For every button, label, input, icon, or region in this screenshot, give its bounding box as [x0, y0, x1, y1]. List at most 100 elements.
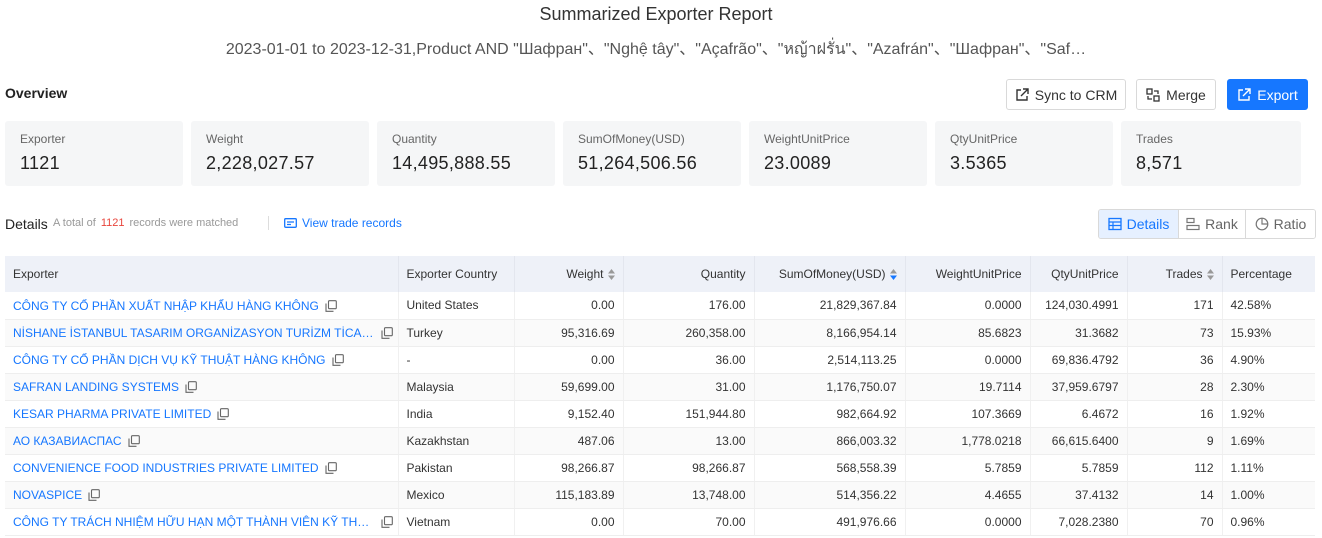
stat-label: SumOfMoney(USD) — [578, 132, 685, 146]
table-row: SAFRAN LANDING SYSTEMS Malaysia 59,699.00 3… — [5, 373, 1315, 401]
quantity-cell: 13,748.00 — [623, 481, 755, 509]
weight-cell: 115,183.89 — [514, 481, 624, 509]
records-icon — [284, 218, 297, 228]
exporter-name-link[interactable]: CÔNG TY CỔ PHẦN XUẤT NHẬP KHẨU HÀNG KHÔN… — [13, 298, 319, 313]
copy-icon[interactable] — [185, 381, 197, 393]
sync-to-crm-button[interactable]: Sync to CRM — [1006, 79, 1126, 110]
pie-chart-icon — [1255, 217, 1269, 231]
sort-icon[interactable] — [607, 269, 615, 281]
weight-unit-price-cell: 4.4655 — [905, 481, 1031, 509]
percentage-cell: 0.96% — [1222, 508, 1315, 536]
sum-of-money-cell: 8,166,954.14 — [754, 319, 906, 347]
exporter-cell: CONVENIENCE FOOD INDUSTRIES PRIVATE LIMI… — [5, 454, 399, 482]
column-header-qty-unit-price: QtyUnitPrice — [1030, 256, 1128, 292]
country-cell: Vietnam — [398, 508, 515, 536]
table-row: CÔNG TY CỔ PHẦN XUẤT NHẬP KHẨU HÀNG KHÔN… — [5, 292, 1315, 320]
view-trade-records-label: View trade records — [302, 216, 402, 230]
details-view-button[interactable]: Details — [1099, 210, 1179, 238]
exporter-name-link[interactable]: CÔNG TY CỔ PHẦN DỊCH VỤ KỸ THUẬT HÀNG KH… — [13, 352, 326, 367]
table-row: CONVENIENCE FOOD INDUSTRIES PRIVATE LIMI… — [5, 454, 1315, 482]
column-header-weight[interactable]: Weight — [514, 256, 624, 292]
copy-icon[interactable] — [128, 435, 140, 447]
exporter-name-link[interactable]: АО КАЗАВИАСПАС — [13, 433, 122, 448]
country-cell: Turkey — [398, 319, 515, 347]
qty-unit-price-cell: 6.4672 — [1030, 400, 1128, 428]
stat-label: WeightUnitPrice — [764, 132, 850, 146]
merge-button[interactable]: Merge — [1136, 79, 1216, 110]
stat-card-weight-unit-price: WeightUnitPrice 23.0089 — [749, 121, 927, 186]
copy-icon[interactable] — [381, 327, 393, 339]
exporter-name-link[interactable]: CÔNG TY TRÁCH NHIỆM HỮU HẠN MỘT THÀNH VI… — [13, 514, 375, 529]
qty-unit-price-cell: 69,836.4792 — [1030, 346, 1128, 374]
copy-icon[interactable] — [331, 354, 344, 366]
stat-card-sum-of-money: SumOfMoney(USD) 51,264,506.56 — [563, 121, 741, 186]
column-header-trades[interactable]: Trades — [1127, 256, 1223, 292]
exporter-cell: NİSHANE İSTANBUL TASARIM ORGANİZASYON TU… — [5, 319, 399, 347]
exporter-name-link[interactable]: KESAR PHARMA PRIVATE LIMITED — [13, 406, 212, 421]
ratio-view-button[interactable]: Ratio — [1246, 210, 1315, 238]
country-cell: - — [398, 346, 515, 374]
quantity-cell: 176.00 — [623, 292, 755, 320]
stat-value: 14,495,888.55 — [392, 153, 512, 173]
percentage-cell: 42.58% — [1222, 292, 1315, 320]
copy-icon[interactable] — [88, 489, 100, 501]
rank-view-button[interactable]: Rank — [1179, 210, 1246, 238]
sum-of-money-cell: 568,558.39 — [754, 454, 906, 482]
quantity-cell: 31.00 — [623, 373, 755, 401]
copy-icon[interactable] — [325, 299, 337, 312]
column-header-quantity: Quantity — [623, 256, 755, 292]
stat-value: 1121 — [20, 153, 60, 173]
page-title: Summarized Exporter Report — [539, 4, 773, 24]
exporter-cell: CÔNG TY CỔ PHẦN XUẤT NHẬP KHẨU HÀNG KHÔN… — [5, 292, 399, 320]
merge-icon — [1146, 87, 1160, 102]
column-header-country: Exporter Country — [398, 256, 515, 292]
weight-cell: 0.00 — [514, 292, 624, 320]
exporter-table: Exporter Exporter Country Weight Quantit… — [5, 256, 1315, 536]
sum-of-money-cell: 2,514,113.25 — [754, 346, 906, 374]
sum-of-money-cell: 21,829,367.84 — [754, 292, 906, 320]
stat-value: 2,228,027.57 — [206, 153, 315, 173]
table-row: KESAR PHARMA PRIVATE LIMITED India 9,152.4… — [5, 400, 1315, 428]
sort-icon[interactable] — [1206, 269, 1214, 281]
weight-cell: 0.00 — [514, 346, 624, 374]
exporter-cell: CÔNG TY TRÁCH NHIỆM HỮU HẠN MỘT THÀNH VI… — [5, 508, 399, 536]
stat-card-qty-unit-price: QtyUnitPrice 3.5365 — [935, 121, 1113, 186]
copy-icon[interactable] — [325, 462, 337, 474]
weight-unit-price-cell: 19.7114 — [905, 373, 1031, 401]
merge-label: Merge — [1166, 86, 1206, 103]
qty-unit-price-cell: 5.7859 — [1030, 454, 1128, 482]
records-prefix: A total of — [53, 217, 96, 229]
exporter-name-link[interactable]: NİSHANE İSTANBUL TASARIM ORGANİZASYON TU… — [13, 325, 375, 340]
export-button[interactable]: Export — [1227, 79, 1308, 110]
view-trade-records-link[interactable]: View trade records — [284, 216, 402, 230]
records-matched-summary: A total of 1121 records were matched — [53, 217, 238, 229]
percentage-cell: 2.30% — [1222, 373, 1315, 401]
trades-cell: 36 — [1127, 346, 1223, 374]
rank-view-label: Rank — [1205, 216, 1238, 232]
exporter-name-link[interactable]: CONVENIENCE FOOD INDUSTRIES PRIVATE LIMI… — [13, 460, 319, 475]
sum-of-money-cell: 1,176,750.07 — [754, 373, 906, 401]
table-row: АО КАЗАВИАСПАС Kazakhstan 487.06 13.00 866,0… — [5, 427, 1315, 455]
sort-icon[interactable] — [889, 269, 897, 281]
copy-icon[interactable] — [217, 408, 230, 420]
records-count: 1121 — [100, 217, 125, 229]
column-header-weight-unit-price: WeightUnitPrice — [905, 256, 1031, 292]
stat-card-exporter: Exporter 1121 — [5, 121, 183, 186]
table-header-row: Exporter Exporter Country Weight Quantit… — [5, 256, 1315, 292]
exporter-cell: АО КАЗАВИАСПАС — [5, 427, 399, 455]
weight-unit-price-cell: 1,778.0218 — [905, 427, 1031, 455]
view-mode-toggle: Details Rank Ratio — [1098, 209, 1316, 239]
table-row: NİSHANE İSTANBUL TASARIM ORGANİZASYON TU… — [5, 319, 1315, 347]
copy-icon[interactable] — [381, 516, 393, 528]
percentage-cell: 1.00% — [1222, 481, 1315, 509]
trades-cell: 73 — [1127, 319, 1223, 347]
quantity-cell: 36.00 — [623, 346, 755, 374]
exporter-name-link[interactable]: NOVASPICE — [13, 487, 83, 502]
stat-value: 51,264,506.56 — [578, 153, 698, 173]
column-header-sum-of-money[interactable]: SumOfMoney(USD) — [754, 256, 906, 292]
exporter-name-link[interactable]: SAFRAN LANDING SYSTEMS — [13, 379, 180, 394]
table-row: CÔNG TY CỔ PHẦN DỊCH VỤ KỸ THUẬT HÀNG KH… — [5, 346, 1315, 374]
export-icon — [1238, 87, 1251, 101]
details-view-label: Details — [1126, 216, 1170, 232]
weight-unit-price-cell: 107.3669 — [905, 400, 1031, 428]
